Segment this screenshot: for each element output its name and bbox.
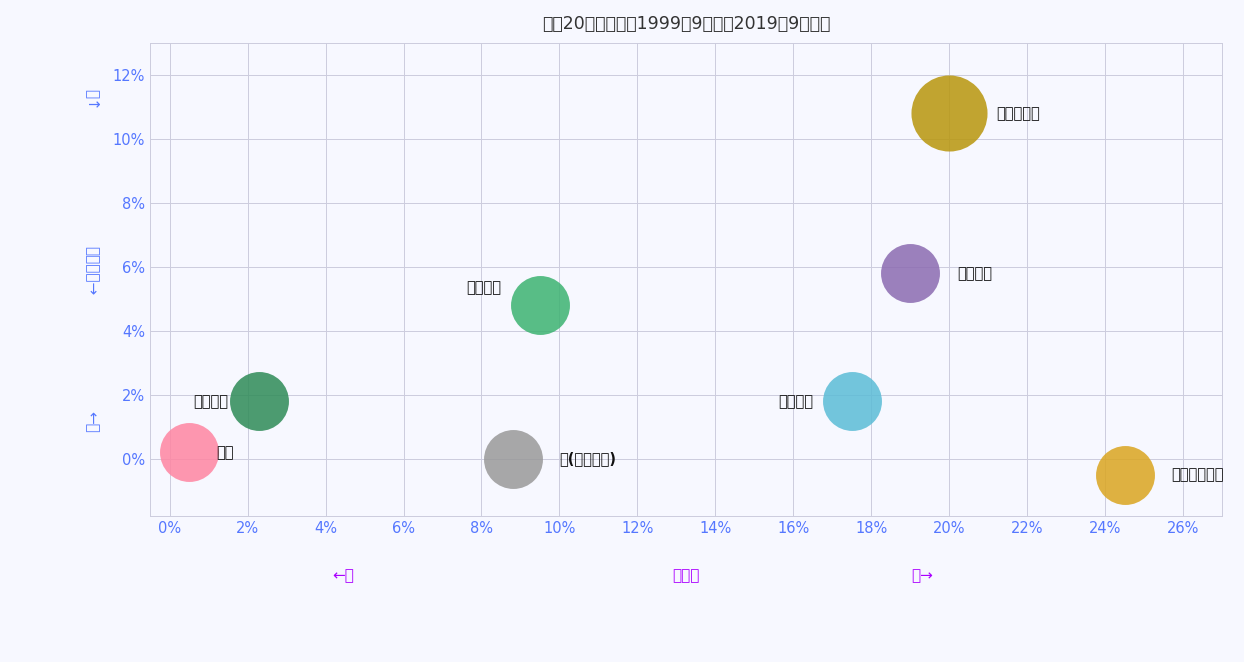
Text: 高↑: 高↑ (83, 89, 98, 111)
Text: ←低: ←低 (83, 410, 98, 432)
Text: 現金: 現金 (216, 445, 234, 460)
Point (1115, 469, 1135, 480)
Text: 高→: 高→ (911, 569, 933, 583)
Point (503, 453, 522, 464)
Text: 外国不動産: 外国不動産 (996, 106, 1040, 120)
Text: コモディティ: コモディティ (1172, 467, 1224, 482)
Point (842, 396, 862, 406)
Text: リスク: リスク (673, 569, 700, 583)
Text: 日本債券: 日本債券 (193, 394, 228, 408)
Text: リターン→: リターン→ (83, 246, 98, 295)
Title: 過去20年実績　（1999年9月末－2019年9月末）: 過去20年実績 （1999年9月末－2019年9月末） (542, 15, 830, 33)
Text: 外国債券: 外国債券 (466, 280, 501, 295)
Point (530, 300, 550, 310)
Point (179, 447, 199, 457)
Text: 外国株式: 外国株式 (957, 265, 991, 281)
Text: ←低: ←低 (332, 569, 355, 583)
Point (901, 268, 921, 279)
Text: 日本株式: 日本株式 (778, 394, 812, 408)
Point (939, 108, 959, 118)
Point (249, 396, 269, 406)
Text: 円(対米ドル): 円(対米ドル) (560, 451, 617, 466)
